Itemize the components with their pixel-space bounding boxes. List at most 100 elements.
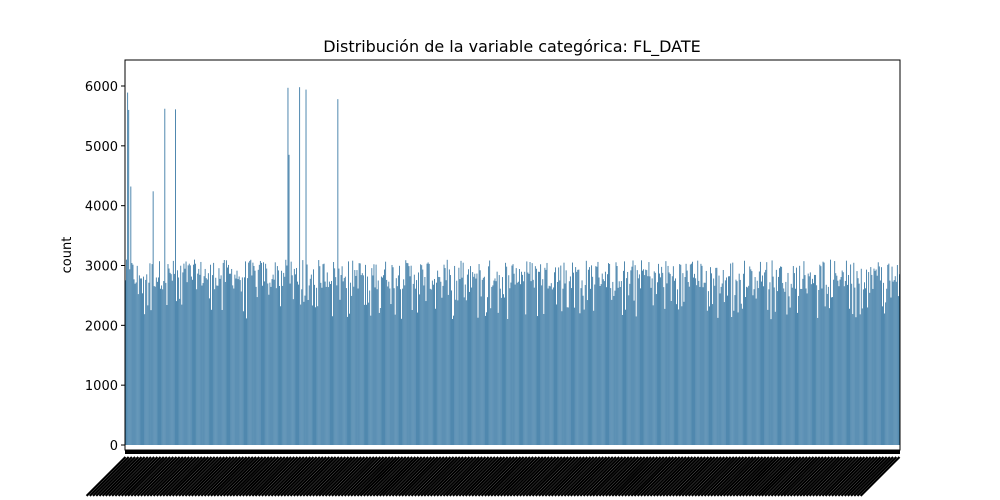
bar <box>216 285 218 445</box>
x-tick-label <box>366 456 407 497</box>
bar <box>346 316 348 445</box>
bar <box>339 299 341 445</box>
x-tick-label <box>585 456 627 497</box>
bar <box>300 304 302 445</box>
bar <box>258 264 260 445</box>
bar <box>774 311 776 445</box>
bar <box>244 277 245 445</box>
x-tick-label <box>356 456 398 497</box>
bar <box>125 280 126 445</box>
bar <box>205 278 207 445</box>
x-tick-label <box>226 456 267 497</box>
bar <box>637 278 639 445</box>
bar <box>330 284 331 445</box>
x-tick-label <box>241 456 283 497</box>
bar <box>534 266 536 445</box>
bar <box>336 285 338 445</box>
bar <box>416 280 417 445</box>
bar <box>602 279 604 445</box>
bar <box>187 265 189 445</box>
x-tick-label <box>213 456 254 497</box>
bar <box>394 314 396 445</box>
bar <box>126 259 128 445</box>
bar <box>858 283 860 445</box>
x-tick-label <box>821 456 863 497</box>
x-tick-label <box>531 456 573 497</box>
bar <box>889 280 891 445</box>
bar <box>593 310 595 445</box>
bar <box>455 299 457 445</box>
bar <box>784 291 786 445</box>
bar <box>823 262 825 445</box>
x-tick-label <box>592 456 633 497</box>
bar <box>135 282 137 445</box>
bar <box>150 310 152 445</box>
bar <box>646 270 648 445</box>
x-tick-label <box>655 456 697 497</box>
bar <box>779 268 780 445</box>
bar <box>371 268 373 445</box>
bar <box>540 264 542 445</box>
bar <box>349 313 350 445</box>
bar <box>644 275 646 445</box>
bar <box>184 268 186 445</box>
x-tick-label <box>706 456 748 497</box>
bar <box>629 283 631 445</box>
bar <box>274 262 276 445</box>
bar <box>375 264 377 445</box>
bar <box>261 262 262 445</box>
bar <box>128 109 130 446</box>
bar <box>850 264 852 445</box>
x-tick-label <box>273 456 315 497</box>
bar <box>652 305 654 445</box>
bar <box>158 277 159 445</box>
bar <box>242 311 244 445</box>
bar <box>782 282 784 445</box>
bar <box>799 265 801 445</box>
x-tick-label <box>343 456 385 497</box>
bar <box>865 288 866 445</box>
y-tick-label: 4000 <box>85 200 118 215</box>
bar <box>623 270 624 445</box>
bar <box>335 277 337 445</box>
x-tick-label <box>452 456 493 497</box>
bar <box>520 284 521 445</box>
bar <box>359 263 361 445</box>
bar <box>577 269 579 445</box>
bar <box>210 264 211 445</box>
x-tick-label <box>429 456 471 497</box>
bar <box>227 267 228 445</box>
x-tick-label <box>541 456 582 497</box>
bar <box>848 274 849 445</box>
x-tick-label <box>563 456 605 497</box>
bar <box>172 260 174 445</box>
bar <box>678 309 680 445</box>
bar <box>491 286 493 445</box>
bar <box>289 283 291 445</box>
bar <box>495 281 497 445</box>
bar <box>247 278 249 445</box>
x-tick-label <box>534 456 576 497</box>
bar <box>146 274 148 445</box>
bar <box>229 273 230 445</box>
x-tick-label <box>754 456 796 497</box>
bar <box>279 285 280 445</box>
bar <box>380 276 382 445</box>
bar <box>325 286 327 445</box>
bar <box>785 281 787 445</box>
x-tick-label <box>805 456 847 497</box>
x-tick-label <box>589 456 630 497</box>
bar <box>566 307 568 445</box>
x-tick-label <box>614 456 655 497</box>
bar <box>250 259 252 445</box>
bar <box>820 266 822 445</box>
bar <box>862 289 864 445</box>
x-tick-label <box>630 456 671 497</box>
bar <box>348 261 349 445</box>
bar <box>793 273 795 445</box>
bar <box>658 263 659 445</box>
x-tick-label <box>251 456 292 497</box>
bar <box>240 291 242 445</box>
bar <box>254 270 256 445</box>
bar <box>717 317 719 445</box>
